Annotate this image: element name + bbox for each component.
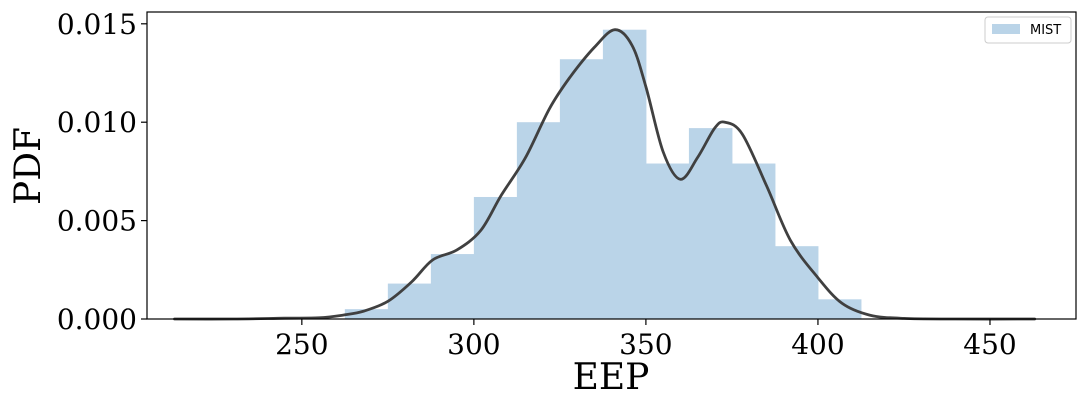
histogram-bar bbox=[688, 128, 733, 319]
histogram-bar bbox=[559, 59, 604, 319]
legend: MIST bbox=[984, 16, 1072, 44]
legend-label: MIST bbox=[1030, 23, 1061, 38]
histogram-bar bbox=[430, 254, 475, 319]
x-tick-label: 350 bbox=[619, 328, 672, 361]
x-tick-label: 300 bbox=[447, 328, 500, 361]
histogram-bars bbox=[344, 29, 862, 319]
kde-curve bbox=[173, 28, 1037, 321]
y-tick-label: 0.015 bbox=[57, 8, 137, 41]
histogram-bar bbox=[516, 122, 561, 319]
y-tick-label: 0.005 bbox=[57, 205, 137, 238]
histogram-bar bbox=[473, 196, 518, 319]
plot-frame bbox=[146, 11, 1077, 320]
histogram-bar bbox=[602, 29, 647, 319]
histogram-bar bbox=[731, 163, 776, 319]
y-tick-label: 0.000 bbox=[57, 303, 137, 336]
legend-swatch bbox=[992, 24, 1020, 34]
y-axis-title: PDF bbox=[8, 127, 49, 205]
x-tick-label: 450 bbox=[963, 328, 1016, 361]
x-tick-label: 250 bbox=[275, 328, 328, 361]
x-axis-title: EEP bbox=[573, 357, 650, 398]
histogram-bar bbox=[387, 283, 432, 319]
legend-box bbox=[984, 16, 1072, 44]
x-tick-label: 400 bbox=[791, 328, 844, 361]
x-axis-ticks: 250 300 350 400 450 bbox=[275, 319, 1017, 361]
histogram-bar bbox=[774, 246, 819, 319]
histogram-bar bbox=[344, 309, 389, 319]
histogram-bar bbox=[817, 299, 862, 319]
y-axis-ticks: 0.000 0.005 0.010 0.015 bbox=[57, 8, 147, 336]
histogram-bar bbox=[645, 163, 690, 319]
y-tick-label: 0.010 bbox=[57, 106, 137, 139]
